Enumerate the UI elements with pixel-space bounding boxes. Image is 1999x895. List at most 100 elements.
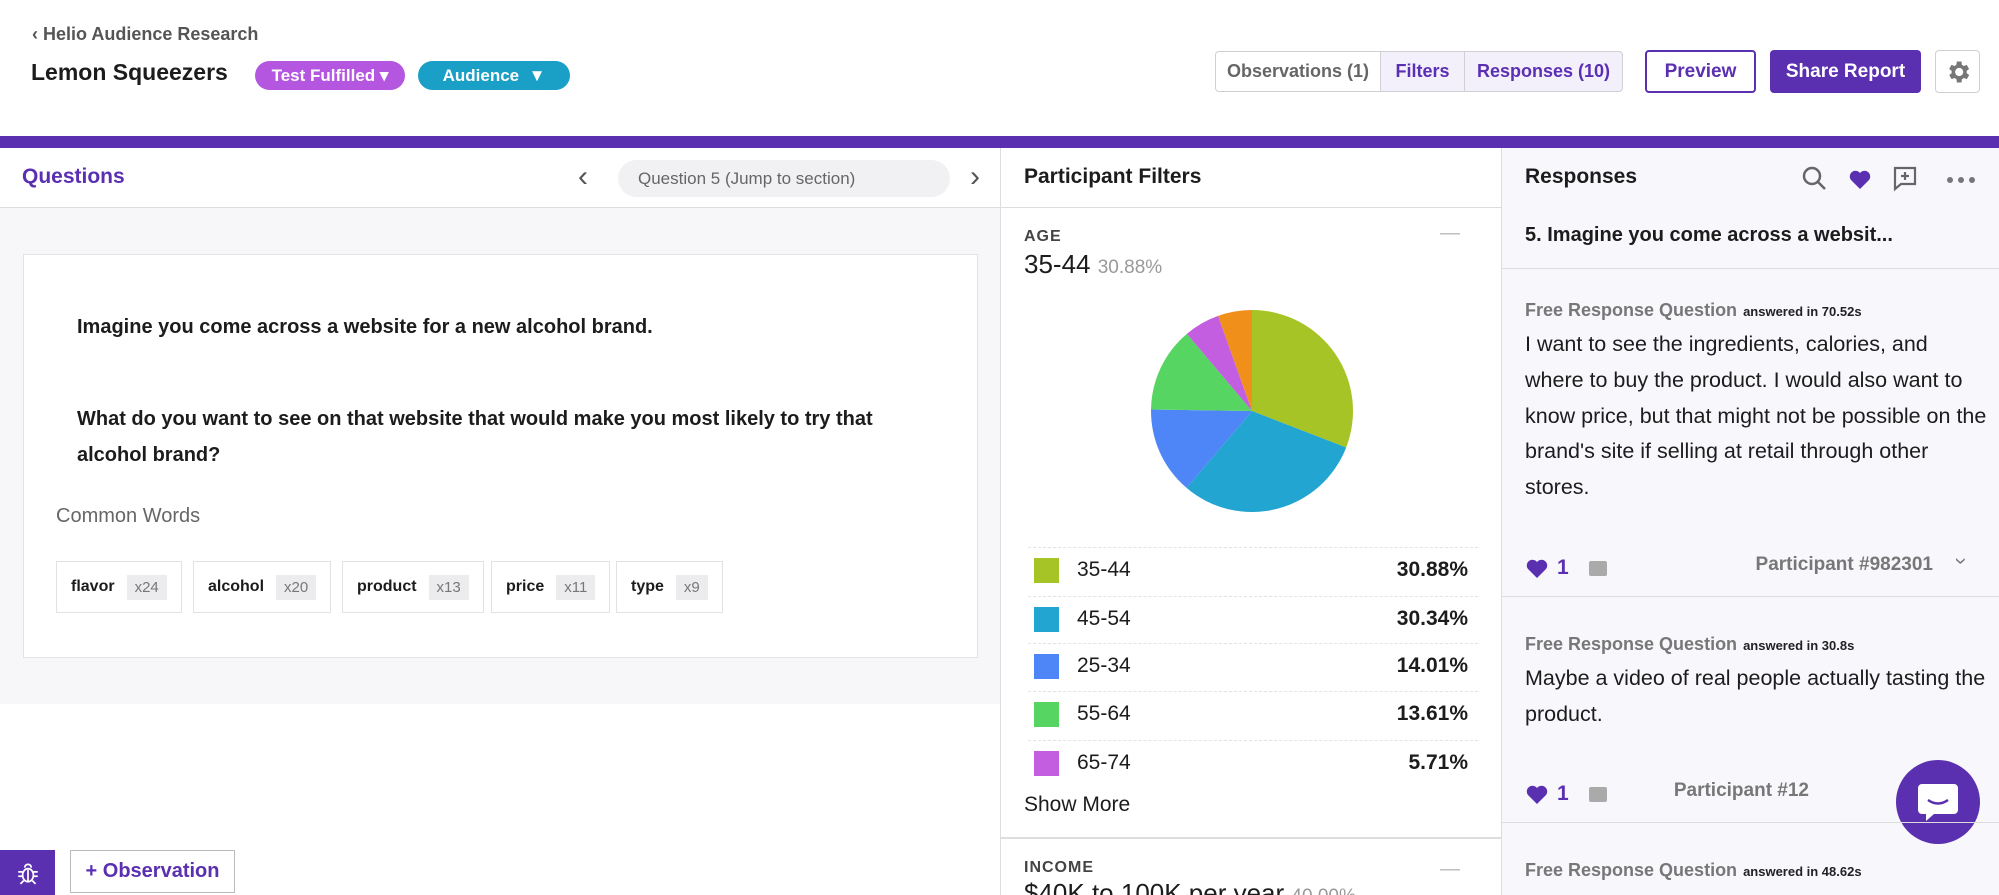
top-share: 40.00% bbox=[1291, 886, 1355, 895]
legend-swatch bbox=[1034, 702, 1059, 727]
filter-label: AGE bbox=[1024, 228, 1062, 245]
legend-swatch bbox=[1034, 607, 1059, 632]
word-chip: product x13 bbox=[342, 561, 484, 613]
paragraph: Imagine you come across a website for a … bbox=[77, 316, 653, 338]
pie-slice bbox=[1151, 333, 1252, 411]
response-meta: Free Response Question answered in 48.62s bbox=[1525, 860, 1862, 881]
common-words-title: Common Words bbox=[56, 505, 201, 527]
comment-icon[interactable] bbox=[1893, 166, 1917, 192]
status-badge[interactable]: Test Fulfilled ▾ bbox=[255, 61, 405, 90]
chat-button[interactable] bbox=[1896, 760, 1980, 844]
filter-top: $40K to 100K per year 40.00% bbox=[1024, 878, 1356, 895]
heart-shape bbox=[1526, 785, 1548, 804]
heart-icon[interactable] bbox=[1525, 783, 1549, 805]
search-icon[interactable] bbox=[1802, 166, 1826, 190]
chip-word: product bbox=[357, 578, 417, 595]
row-separator bbox=[1028, 643, 1478, 644]
divider bbox=[1000, 148, 1001, 895]
legend-value: 30.88% bbox=[1396, 558, 1468, 581]
divider bbox=[1501, 596, 1999, 597]
prev-arrow[interactable]: ‹ bbox=[578, 160, 588, 193]
divider bbox=[1000, 837, 1501, 839]
legend-value: 14.01% bbox=[1396, 654, 1468, 677]
chip-word: price bbox=[506, 578, 545, 595]
divider bbox=[1501, 822, 1999, 823]
row-separator bbox=[1028, 596, 1478, 597]
divider bbox=[0, 207, 1999, 208]
paragraph: What do you want to see on that website … bbox=[77, 408, 873, 466]
chip-count: x24 bbox=[126, 574, 167, 600]
top-value: $40K to 100K per year bbox=[1024, 878, 1285, 895]
pie-slice bbox=[1252, 310, 1353, 448]
preview-button[interactable]: Preview bbox=[1645, 50, 1756, 93]
heart-icon[interactable] bbox=[1525, 557, 1549, 579]
observation-button[interactable]: + Observation bbox=[70, 850, 235, 893]
chip-word: type bbox=[631, 578, 664, 595]
legend-value: 13.61% bbox=[1396, 702, 1468, 725]
word-chip: price x11 bbox=[491, 561, 611, 613]
row-separator bbox=[1028, 740, 1478, 741]
divider bbox=[1501, 268, 1999, 269]
legend-swatch bbox=[1034, 654, 1059, 679]
heart-icon[interactable] bbox=[1849, 170, 1871, 189]
pie-slice bbox=[1218, 310, 1252, 411]
more-icon[interactable] bbox=[1947, 177, 1975, 183]
chip-count: x9 bbox=[675, 574, 708, 600]
response-text: Maybe a video of real people actually ta… bbox=[1525, 666, 1986, 726]
chip-word: alcohol bbox=[208, 578, 265, 595]
next-arrow[interactable]: › bbox=[970, 160, 980, 193]
participant: Participant #982301 bbox=[1755, 554, 1933, 575]
gear-icon bbox=[1948, 61, 1969, 82]
response-tools bbox=[1802, 166, 1975, 192]
question-text: Imagine you come across a website for a … bbox=[77, 309, 947, 473]
row-separator bbox=[1028, 547, 1478, 548]
word-chip: flavor x24 bbox=[56, 561, 182, 613]
panel-title: Responses bbox=[1525, 165, 1638, 188]
response-time: answered in 30.8s bbox=[1743, 638, 1855, 653]
heart-shape bbox=[1526, 559, 1548, 578]
share-button[interactable]: Share Report bbox=[1770, 50, 1921, 93]
comment-icon bbox=[1588, 560, 1607, 576]
pie-slice bbox=[1186, 411, 1347, 512]
tab[interactable]: Filters bbox=[1380, 51, 1465, 92]
collapse[interactable]: — bbox=[1440, 222, 1460, 244]
badge-text: Test Fulfilled bbox=[271, 65, 376, 85]
pie-slice bbox=[1186, 315, 1252, 411]
top-value: 35-44 bbox=[1024, 249, 1091, 279]
settings-button[interactable] bbox=[1935, 50, 1980, 93]
chat-icon bbox=[1918, 784, 1958, 821]
show-more[interactable]: Show More bbox=[1024, 793, 1131, 816]
collapse[interactable]: — bbox=[1440, 858, 1460, 880]
chip-word: flavor bbox=[71, 578, 115, 595]
jump-select[interactable]: Question 5 (Jump to section) bbox=[618, 160, 950, 197]
page-title: Lemon Squeezers bbox=[31, 59, 228, 85]
response-time: answered in 70.52s bbox=[1743, 304, 1862, 319]
breadcrumb-text[interactable]: Helio Audience Research bbox=[43, 24, 259, 44]
panel-title: Participant Filters bbox=[1024, 165, 1202, 188]
tab[interactable]: Observations (1) bbox=[1215, 51, 1381, 92]
legend-label: 65-74 bbox=[1077, 751, 1131, 774]
legend-swatch bbox=[1034, 558, 1059, 583]
panel-title: Questions bbox=[22, 165, 125, 188]
pie-chart bbox=[1151, 310, 1353, 512]
bug-button[interactable] bbox=[0, 850, 55, 895]
participant: Participant #12 bbox=[1673, 780, 1809, 801]
word-chip: type x9 bbox=[616, 561, 723, 613]
row-separator bbox=[1028, 691, 1478, 692]
response-meta: Free Response Question answered in 70.52s bbox=[1525, 300, 1862, 321]
tab[interactable]: Responses (10) bbox=[1464, 51, 1623, 92]
response-meta: Free Response Question answered in 30.8s bbox=[1525, 634, 1854, 655]
pie-slice bbox=[1151, 409, 1252, 488]
response-time: answered in 48.62s bbox=[1743, 864, 1862, 879]
legend-label: 55-64 bbox=[1077, 702, 1131, 725]
chip-count: x11 bbox=[556, 574, 596, 600]
response-type: Free Response Question bbox=[1525, 300, 1738, 320]
breadcrumb[interactable]: ‹ Helio Audience Research bbox=[32, 24, 259, 44]
legend-label: 25-34 bbox=[1077, 654, 1131, 677]
legend-value: 30.34% bbox=[1396, 607, 1468, 630]
audience-badge[interactable]: Audience ▼ bbox=[418, 61, 570, 90]
legend-swatch bbox=[1034, 751, 1059, 776]
response-type: Free Response Question bbox=[1525, 634, 1738, 654]
response-actions: 1 bbox=[1525, 782, 1607, 806]
